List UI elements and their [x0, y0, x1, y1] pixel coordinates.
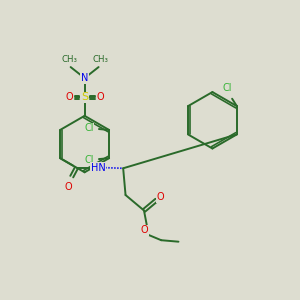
Text: CH₃: CH₃	[61, 55, 77, 64]
Text: Cl: Cl	[222, 83, 232, 93]
Text: O: O	[156, 192, 164, 202]
Text: N: N	[81, 73, 88, 83]
Text: O: O	[65, 92, 73, 102]
Text: CH₃: CH₃	[92, 55, 108, 64]
Text: O: O	[141, 225, 148, 236]
Text: Cl: Cl	[84, 155, 94, 165]
Text: S: S	[81, 92, 88, 102]
Text: O: O	[96, 92, 104, 102]
Text: Cl: Cl	[84, 124, 94, 134]
Text: O: O	[64, 182, 72, 192]
Text: HN: HN	[91, 163, 105, 173]
